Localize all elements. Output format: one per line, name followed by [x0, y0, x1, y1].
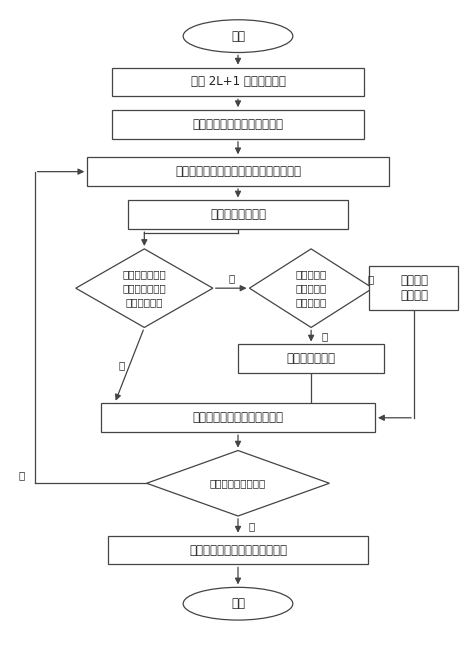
Text: 否: 否	[119, 361, 125, 371]
Polygon shape	[76, 249, 213, 327]
Text: 判断中心帧与其
前一帧是否存在
运动趋势变化: 判断中心帧与其 前一帧是否存在 运动趋势变化	[122, 269, 166, 307]
Bar	[112, 67, 364, 96]
Text: 计算帧的运动趋势: 计算帧的运动趋势	[210, 208, 266, 221]
Text: 视频的末帧判断为镜头的末尾帧: 视频的末帧判断为镜头的末尾帧	[189, 544, 287, 556]
Text: 是: 是	[321, 331, 327, 341]
Text: 判断是否有
车辆进入或
离开监控区: 判断是否有 车辆进入或 离开监控区	[296, 269, 327, 307]
Text: 设定起始帧为初始镜头的首帧: 设定起始帧为初始镜头的首帧	[192, 118, 284, 131]
Text: 设定 2L+1 大小的时间窗: 设定 2L+1 大小的时间窗	[190, 75, 286, 88]
Text: 否: 否	[368, 274, 374, 284]
Bar	[101, 403, 375, 432]
Polygon shape	[147, 450, 329, 516]
Bar	[87, 157, 389, 186]
Text: 否: 否	[19, 470, 25, 480]
Text: 是: 是	[248, 521, 254, 531]
Text: 是否到达视频的末帧: 是否到达视频的末帧	[210, 478, 266, 488]
Text: 判别镜头边缘帧: 判别镜头边缘帧	[287, 353, 336, 365]
Bar	[369, 266, 458, 311]
Ellipse shape	[183, 20, 293, 53]
Text: 结束: 结束	[231, 597, 245, 610]
Polygon shape	[249, 249, 373, 327]
Text: 开始: 开始	[231, 29, 245, 43]
Text: 判别子镜
头边缘帧: 判别子镜 头边缘帧	[400, 274, 428, 302]
Text: 计算时间窗内的各帧与背景图像的相异度: 计算时间窗内的各帧与背景图像的相异度	[175, 165, 301, 178]
Bar	[112, 110, 364, 139]
Text: 时间窗沿时间轴方向滑动一帧: 时间窗沿时间轴方向滑动一帧	[192, 411, 284, 424]
Bar	[129, 200, 347, 229]
Bar	[108, 536, 368, 564]
Text: 是: 是	[228, 273, 234, 283]
Bar	[238, 345, 384, 373]
Ellipse shape	[183, 587, 293, 620]
